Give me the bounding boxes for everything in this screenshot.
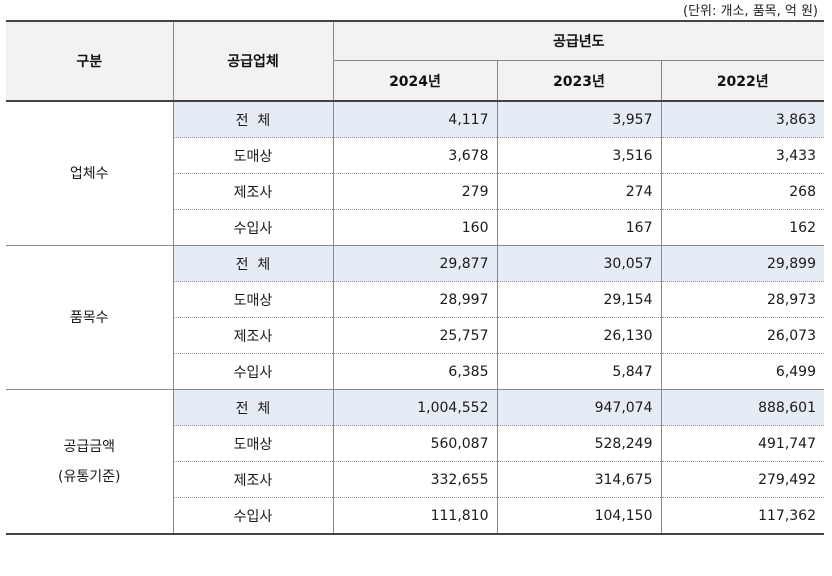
value-cell: 30,057	[496, 245, 661, 282]
supplier-type: 수입사	[173, 353, 334, 390]
value-cell: 3,516	[496, 137, 661, 174]
value-cell: 332,655	[332, 461, 497, 498]
category-cell: 업체수	[6, 101, 174, 246]
table-row: 제조사 279 274 268	[6, 173, 824, 210]
value-cell: 6,499	[660, 353, 824, 390]
value-cell: 26,073	[660, 317, 824, 354]
table-row: 제조사 25,757 26,130 26,073	[6, 317, 824, 354]
header-supply-year: 공급년도	[332, 20, 824, 61]
value-cell: 279	[332, 173, 497, 210]
value-cell: 111,810	[332, 497, 497, 535]
value-cell: 162	[660, 209, 824, 246]
table-row: 수입사 160 167 162	[6, 209, 824, 246]
value-cell: 6,385	[332, 353, 497, 390]
supply-table: 구분 공급업체 공급년도 2024년 2023년 2022년 업체수 전 체 4,1…	[6, 20, 824, 535]
category-cell: 품목수	[6, 245, 174, 390]
category-cell: 공급금액 (유통기준)	[6, 389, 174, 535]
table-row: 공급금액 (유통기준) 전 체 1,004,552 947,074 888,601	[6, 389, 824, 535]
table-row: 제조사 332,655 314,675 279,492	[6, 461, 824, 498]
value-cell: 26,130	[496, 317, 661, 354]
table-row: 도매상 560,087 528,249 491,747	[6, 425, 824, 462]
category-label: 품목수	[69, 309, 109, 326]
supplier-type: 전 체	[173, 245, 334, 282]
value-cell: 29,877	[332, 245, 497, 282]
table-row: 업체수 전 체 4,117 3,957 3,863	[6, 101, 824, 246]
table-row: 수입사 6,385 5,847 6,499	[6, 353, 824, 390]
supplier-type: 전 체	[173, 101, 334, 138]
value-cell: 5,847	[496, 353, 661, 390]
unit-note: (단위: 개소, 품목, 억 원)	[683, 4, 818, 19]
value-cell: 279,492	[660, 461, 824, 498]
value-cell: 4,117	[332, 101, 497, 138]
value-cell: 888,601	[660, 389, 824, 426]
supplier-type: 전 체	[173, 389, 334, 426]
value-cell: 117,362	[660, 497, 824, 535]
value-cell: 29,899	[660, 245, 824, 282]
category-label: (유통기준)	[58, 468, 121, 485]
supplier-type: 제조사	[173, 317, 334, 354]
value-cell: 491,747	[660, 425, 824, 462]
value-cell: 560,087	[332, 425, 497, 462]
value-cell: 25,757	[332, 317, 497, 354]
header-year-2022: 2022년	[660, 60, 824, 102]
value-cell: 274	[496, 173, 661, 210]
value-cell: 104,150	[496, 497, 661, 535]
value-cell: 29,154	[496, 281, 661, 318]
value-cell: 3,433	[660, 137, 824, 174]
value-cell: 160	[332, 209, 497, 246]
value-cell: 528,249	[496, 425, 661, 462]
supplier-type: 도매상	[173, 281, 334, 318]
header-year-2023: 2023년	[496, 60, 661, 102]
supplier-type: 제조사	[173, 173, 334, 210]
table-row: 도매상 28,997 29,154 28,973	[6, 281, 824, 318]
value-cell: 1,004,552	[332, 389, 497, 426]
value-cell: 28,997	[332, 281, 497, 318]
value-cell: 3,863	[660, 101, 824, 138]
value-cell: 947,074	[496, 389, 661, 426]
supplier-type: 수입사	[173, 209, 334, 246]
supplier-type: 수입사	[173, 497, 334, 535]
category-label: 공급금액	[63, 438, 116, 455]
table-row: 도매상 3,678 3,516 3,433	[6, 137, 824, 174]
value-cell: 28,973	[660, 281, 824, 318]
supplier-type: 제조사	[173, 461, 334, 498]
table-row: 품목수 전 체 29,877 30,057 29,899	[6, 245, 824, 390]
value-cell: 167	[496, 209, 661, 246]
header-supplier: 공급업체	[172, 20, 333, 102]
value-cell: 314,675	[496, 461, 661, 498]
value-cell: 268	[660, 173, 824, 210]
category-label: 업체수	[69, 165, 109, 182]
supplier-type: 도매상	[173, 425, 334, 462]
header-year-2024: 2024년	[332, 60, 497, 102]
table-row: 수입사 111,810 104,150 117,362	[6, 497, 824, 535]
supplier-type: 도매상	[173, 137, 334, 174]
value-cell: 3,678	[332, 137, 497, 174]
header-category: 구분	[6, 20, 173, 102]
value-cell: 3,957	[496, 101, 661, 138]
